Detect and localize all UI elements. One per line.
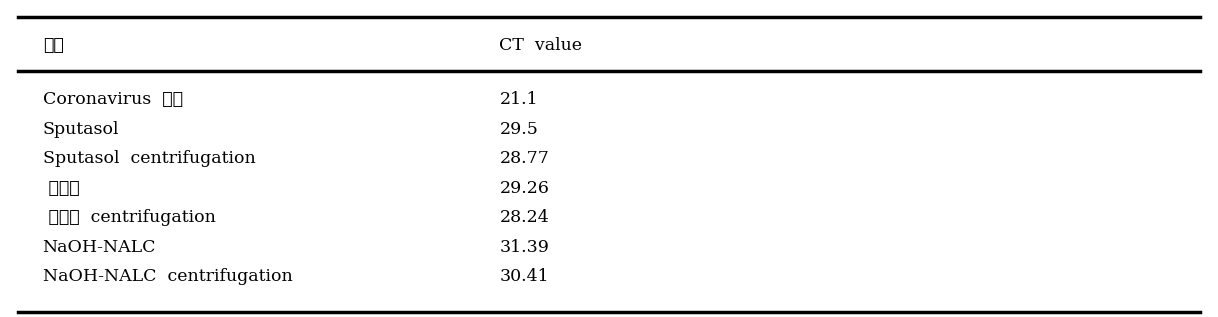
Text: 28.77: 28.77: [499, 150, 549, 167]
Text: 31.39: 31.39: [499, 239, 549, 256]
Text: 29.5: 29.5: [499, 121, 538, 138]
Text: CT  value: CT value: [499, 37, 582, 55]
Text: Sputasol: Sputasol: [43, 121, 119, 138]
Text: NaOH-NALC: NaOH-NALC: [43, 239, 156, 256]
Text: 29.26: 29.26: [499, 180, 549, 197]
Text: 조건: 조건: [43, 37, 63, 55]
Text: 진담산  centrifugation: 진담산 centrifugation: [43, 209, 216, 226]
Text: NaOH-NALC  centrifugation: NaOH-NALC centrifugation: [43, 268, 292, 285]
Text: 28.24: 28.24: [499, 209, 549, 226]
Text: Sputasol  centrifugation: Sputasol centrifugation: [43, 150, 256, 167]
Text: 30.41: 30.41: [499, 268, 549, 285]
Text: Coronavirus  초기: Coronavirus 초기: [43, 91, 183, 108]
Text: 21.1: 21.1: [499, 91, 538, 108]
Text: 진담산: 진담산: [43, 180, 79, 197]
